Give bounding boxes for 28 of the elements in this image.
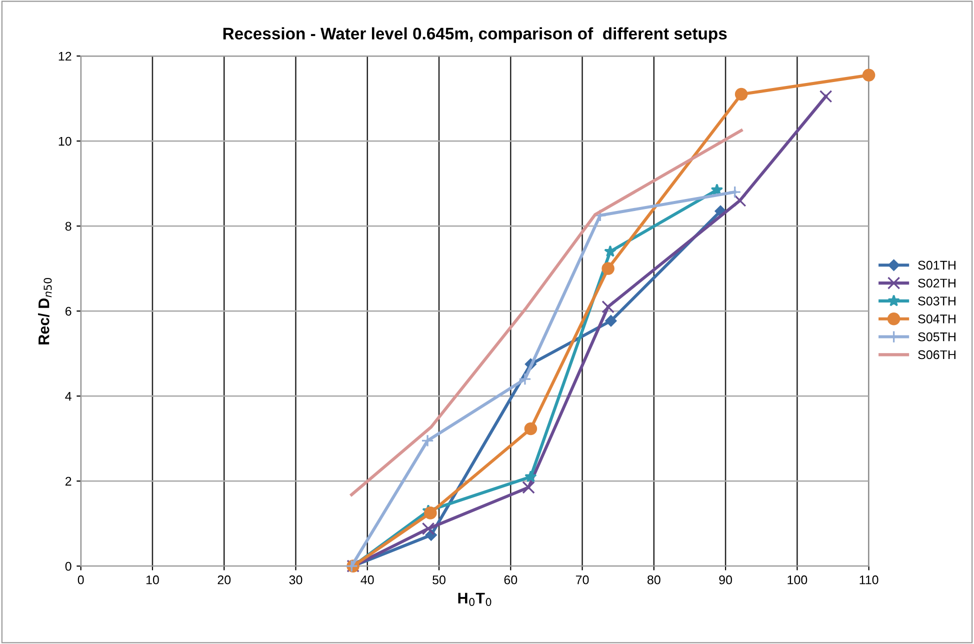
x-tick-label: 30 (289, 575, 302, 584)
legend-label: S04TH (918, 314, 956, 324)
x-tick-label: 0 (78, 575, 84, 584)
x-tick-label: 20 (218, 575, 231, 584)
y-tick-label: 10 (58, 136, 72, 146)
legend-label: S01TH (918, 260, 956, 270)
chart-title: Recession - Water level 0.645m, comparison of different setups (223, 27, 727, 43)
x-tick-label: 40 (360, 575, 374, 584)
x-tick-label: 60 (504, 575, 518, 584)
x-tick-label: 90 (719, 575, 732, 584)
legend-label: S03TH (918, 296, 956, 306)
x-tick-label: 100 (788, 575, 808, 584)
x-tick-label: 70 (576, 575, 589, 584)
y-axis-title: Rec/ D$_{n50}$ (38, 278, 52, 344)
x-tick-label: 110 (860, 575, 878, 584)
y-tick-label: 6 (66, 306, 72, 316)
y-tick-label: 4 (65, 392, 72, 401)
legend-label: S02TH (918, 278, 956, 288)
legend-label: S05TH (918, 332, 956, 342)
y-tick-label: 0 (65, 562, 72, 571)
y-tick-label: 8 (65, 222, 72, 231)
legend-label: S06TH (918, 350, 956, 360)
x-tick-label: 50 (432, 575, 446, 584)
y-tick-label: 2 (65, 476, 72, 486)
x-axis-title: H$_{0}$T$_{0}$ (458, 592, 492, 606)
x-tick-label: 10 (146, 575, 159, 584)
x-tick-label: 80 (648, 575, 660, 584)
y-tick-label: 12 (58, 52, 72, 61)
